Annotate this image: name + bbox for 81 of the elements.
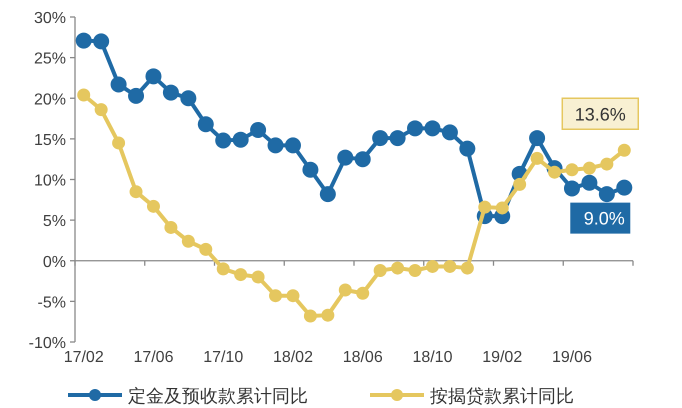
legend-label: 定金及预收款累计同比 [128,386,308,406]
point [424,120,440,136]
point [234,268,248,282]
data-label: 13.6% [574,104,626,124]
point [77,88,90,102]
y-tick-label: 5% [42,213,66,230]
point [496,201,509,214]
point [565,163,578,176]
y-tick-label: 20% [34,91,66,108]
point [93,33,110,50]
point [356,286,370,300]
point [600,158,614,171]
point [548,166,562,179]
point [391,262,404,275]
point [252,270,265,284]
point [374,264,387,277]
point [390,130,406,146]
y-tick-label: -5% [38,294,66,312]
point [284,137,301,154]
point [110,76,127,92]
point [529,130,546,146]
legend-label: 按揭贷款累计同比 [430,386,574,406]
point [338,284,352,296]
point [199,242,212,256]
point [112,136,126,150]
point [582,162,596,175]
point [130,185,143,198]
x-tick-label: 17/02 [64,349,104,366]
x-tick-label: 18/06 [342,349,383,366]
point [598,186,615,202]
x-tick-label: 17/06 [133,349,174,366]
point [618,144,631,157]
point [302,162,318,178]
point [443,260,456,273]
point [162,84,179,101]
point [250,122,266,138]
point [408,264,422,277]
x-tick-label: 18/10 [412,349,453,366]
y-tick-label: 15% [34,132,66,149]
point [581,174,598,191]
point [76,32,92,49]
point [530,152,544,165]
y-tick-label: 25% [34,50,66,68]
point [269,289,282,302]
point [354,151,371,168]
point [442,124,458,140]
point [182,234,195,248]
y-tick-label: 0% [42,254,66,271]
point [337,150,354,166]
x-tick-label: 19/06 [552,349,592,366]
point [321,308,334,322]
point [94,103,108,116]
point [407,120,424,136]
point [616,180,632,196]
point [286,289,300,302]
point [198,116,214,132]
point [145,68,162,84]
point [372,130,388,146]
y-tick-label: 10% [34,172,66,190]
point [268,137,284,154]
x-tick-label: 19/02 [482,349,522,366]
x-tick-label: 17/10 [203,349,244,366]
point [215,132,232,148]
point [459,140,476,157]
point [164,220,178,234]
point [216,262,230,276]
point [232,132,249,148]
point [564,180,580,196]
point [460,262,474,275]
point [128,88,144,104]
point [513,178,526,191]
x-tick-label: 18/02 [272,349,314,366]
point [180,90,196,106]
point [304,310,317,322]
point [146,200,160,213]
y-tick-label: -10% [28,335,66,352]
y-tick-label: 30% [34,10,66,27]
data-label: 9.0% [584,208,625,229]
point [426,260,439,273]
point [478,200,492,214]
point [320,186,336,202]
